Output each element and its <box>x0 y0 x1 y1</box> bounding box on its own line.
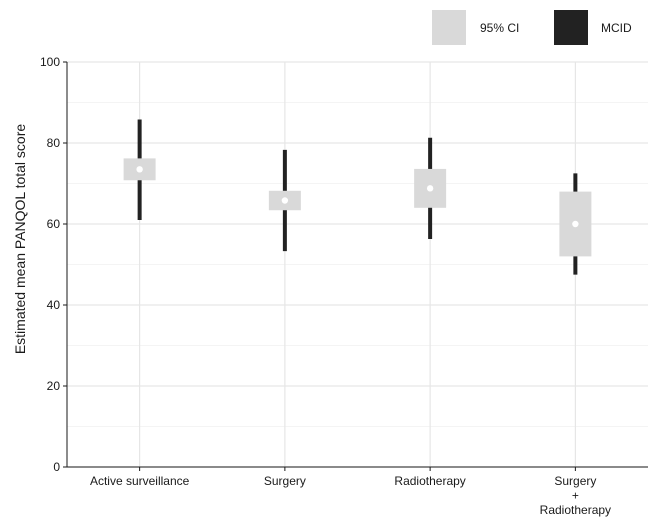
x-tick-label: Surgery <box>264 474 306 488</box>
mcid-swatch <box>554 10 588 45</box>
x-tick-label: Surgery <box>554 474 596 488</box>
y-tick-label: 80 <box>47 136 61 150</box>
y-tick-label: 40 <box>47 298 61 312</box>
x-axis-ticks: Active surveillance Surgery Radiotherapy Su… <box>90 467 611 517</box>
legend: 95% CI MCID <box>432 10 632 45</box>
ci-swatch <box>432 10 466 45</box>
mean-point <box>572 220 579 228</box>
y-tick-label: 20 <box>47 379 61 393</box>
y-axis-title: Estimated mean PANQOL total score <box>12 124 28 355</box>
category-mark-group <box>268 149 301 252</box>
mean-point <box>136 166 143 173</box>
y-tick-label: 0 <box>53 460 60 474</box>
y-tick-label: 100 <box>40 55 60 69</box>
mean-point <box>281 197 289 204</box>
x-tick-label: Active surveillance <box>90 474 190 488</box>
legend-label: MCID <box>601 21 632 35</box>
category-mark-group <box>414 137 447 239</box>
category-mark-group <box>123 119 156 220</box>
x-tick-label: Radiotherapy <box>394 474 465 488</box>
minor-gridlines <box>67 102 648 427</box>
chart-marks <box>123 119 592 275</box>
y-axis-ticks: 0 20 40 60 80 100 <box>40 55 67 474</box>
axes <box>66 62 648 468</box>
x-tick-label: Radiotherapy <box>540 503 611 517</box>
y-tick-label: 60 <box>47 217 61 231</box>
legend-label: 95% CI <box>480 21 519 35</box>
category-mark-group <box>559 173 592 275</box>
mean-point <box>426 185 434 192</box>
x-tick-label: + <box>572 489 579 503</box>
